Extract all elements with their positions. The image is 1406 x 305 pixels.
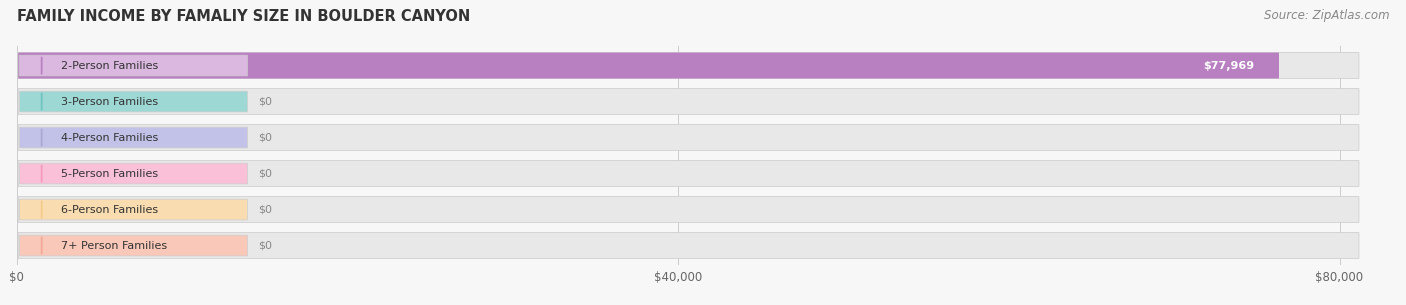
FancyBboxPatch shape	[1178, 55, 1279, 76]
Text: $0: $0	[259, 169, 273, 178]
FancyBboxPatch shape	[18, 52, 1279, 78]
FancyBboxPatch shape	[20, 91, 247, 112]
FancyBboxPatch shape	[18, 124, 1360, 150]
FancyBboxPatch shape	[20, 235, 247, 256]
FancyBboxPatch shape	[18, 197, 1360, 223]
Text: 4-Person Families: 4-Person Families	[60, 133, 157, 142]
Text: 3-Person Families: 3-Person Families	[60, 97, 157, 106]
FancyBboxPatch shape	[20, 163, 247, 184]
Text: $0: $0	[259, 97, 273, 106]
Text: Source: ZipAtlas.com: Source: ZipAtlas.com	[1264, 9, 1389, 22]
Text: 2-Person Families: 2-Person Families	[60, 61, 157, 70]
Text: $0: $0	[259, 241, 273, 250]
Text: 5-Person Families: 5-Person Families	[60, 169, 157, 178]
Text: 6-Person Families: 6-Person Families	[60, 205, 157, 214]
FancyBboxPatch shape	[18, 161, 1360, 187]
FancyBboxPatch shape	[18, 233, 1360, 259]
FancyBboxPatch shape	[20, 55, 247, 76]
Text: FAMILY INCOME BY FAMALIY SIZE IN BOULDER CANYON: FAMILY INCOME BY FAMALIY SIZE IN BOULDER…	[17, 9, 470, 24]
Text: $0: $0	[259, 133, 273, 142]
Text: 7+ Person Families: 7+ Person Families	[60, 241, 167, 250]
FancyBboxPatch shape	[20, 127, 247, 148]
Text: $77,969: $77,969	[1204, 61, 1254, 70]
FancyBboxPatch shape	[20, 199, 247, 220]
FancyBboxPatch shape	[18, 52, 1360, 78]
FancyBboxPatch shape	[18, 88, 1360, 114]
Text: $0: $0	[259, 205, 273, 214]
